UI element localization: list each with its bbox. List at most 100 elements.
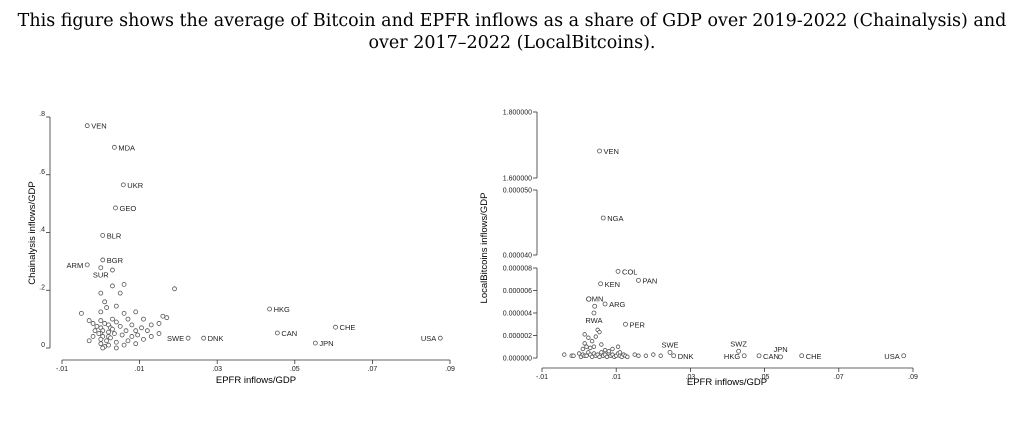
localbitcoins-scatter-chart: -.01 .01 .03 .05 .07 .09 0.000000 0.000002 0.000… xyxy=(479,110,918,389)
point-label-ven: VEN xyxy=(604,147,619,156)
scatter-point-dnk xyxy=(201,335,207,341)
scatter-point xyxy=(108,335,113,341)
scatter-point xyxy=(110,283,115,289)
point-label-can: CAN xyxy=(763,352,779,361)
point-label-arg: ARG xyxy=(609,300,625,309)
scatter-point xyxy=(164,315,170,321)
scatter-point-rwa xyxy=(591,310,597,316)
scatter-point xyxy=(110,267,115,273)
scatter-point-geo xyxy=(113,205,118,211)
right-x-tick-label: .07 xyxy=(834,374,844,381)
caption-line-1: This figure shows the average of Bitcoin… xyxy=(17,11,1007,31)
right-x-tick-label: .03 xyxy=(686,374,696,381)
scatter-point xyxy=(643,353,649,358)
right-y-tick-label: 0.000000 xyxy=(503,356,532,363)
scatter-point xyxy=(125,338,131,344)
scatter-point xyxy=(571,353,576,358)
scatter-point xyxy=(113,345,119,351)
scatter-point xyxy=(144,328,150,334)
point-label-usa: USA xyxy=(884,352,899,361)
right-x-tick-label: .05 xyxy=(760,374,770,381)
scatter-point xyxy=(589,354,595,360)
point-label-blr: BLR xyxy=(107,231,122,240)
scatter-point xyxy=(117,323,123,329)
scatter-point xyxy=(597,329,602,335)
scatter-point xyxy=(104,338,110,344)
scatter-point-can xyxy=(756,353,762,359)
scatter-point xyxy=(172,286,177,292)
point-label-jpn: JPN xyxy=(773,345,787,354)
scatter-point-jpn xyxy=(778,354,783,360)
point-label-swe: SWE xyxy=(661,340,678,349)
point-label-bgr: BGR xyxy=(107,256,124,265)
scatter-point xyxy=(98,318,104,323)
scatter-point xyxy=(599,350,604,355)
left-y-axis-label: Chainalysis inflows/GDP xyxy=(27,181,38,284)
scatter-point-jpn xyxy=(312,340,318,346)
scatter-point xyxy=(617,350,623,355)
scatter-point-che xyxy=(333,324,338,330)
scatter-point-hkg xyxy=(267,306,272,312)
scatter-point xyxy=(139,325,144,331)
right-x-tick-label: .09 xyxy=(908,374,918,381)
right-y-tick-label: 0.000006 xyxy=(503,288,532,295)
scatter-point-hkg xyxy=(741,353,747,359)
right-y-tick-label: 0.000050 xyxy=(503,188,532,195)
scatter-point-swe xyxy=(667,349,673,355)
scatter-point xyxy=(597,354,602,360)
scatter-point-col xyxy=(615,268,621,274)
scatter-point xyxy=(86,338,92,344)
point-label-swe: SWE xyxy=(167,334,184,343)
point-label-che: CHE xyxy=(806,352,822,361)
point-label-usa: USA xyxy=(421,334,436,343)
point-label-ken: KEN xyxy=(605,280,620,289)
scatter-point xyxy=(160,313,166,319)
left-y-tick-label: .8 xyxy=(39,111,45,118)
left-x-tick-label: -.01 xyxy=(56,366,68,373)
scatter-point xyxy=(562,352,567,357)
scatter-point xyxy=(148,322,154,328)
scatter-point xyxy=(121,310,127,316)
scatter-point xyxy=(98,309,104,315)
scatter-point xyxy=(636,353,641,358)
scatter-point xyxy=(102,299,108,305)
scatter-point xyxy=(582,332,587,337)
scatter-point xyxy=(92,328,98,334)
point-label-can: CAN xyxy=(281,329,297,338)
scatter-point xyxy=(593,334,598,339)
scatter-point-arm xyxy=(84,262,90,268)
scatter-point xyxy=(604,354,610,360)
scatter-point-omn xyxy=(592,303,598,309)
point-label-geo: GEO xyxy=(120,204,137,213)
left-x-tick-label: .01 xyxy=(135,366,145,373)
scatter-point xyxy=(96,331,102,336)
scatter-point xyxy=(110,326,115,332)
point-label-pan: PAN xyxy=(642,276,657,285)
scatter-point xyxy=(141,316,146,322)
scatter-point xyxy=(94,323,100,329)
left-x-axis-label: EPFR inflows/GDP xyxy=(216,375,296,386)
scatter-point xyxy=(106,342,111,348)
scatter-point-usa xyxy=(901,353,907,359)
scatter-point xyxy=(129,322,135,328)
point-label-ven: VEN xyxy=(91,122,106,131)
scatter-point xyxy=(133,341,139,347)
point-label-ukr: UKR xyxy=(127,181,143,190)
scatter-point xyxy=(121,282,127,287)
point-label-omn: OMN xyxy=(586,294,604,303)
scatter-point xyxy=(111,331,117,336)
scatter-point xyxy=(79,310,84,316)
scatter-point-mda xyxy=(111,144,117,150)
point-label-nga: NGA xyxy=(607,214,623,223)
scatter-point xyxy=(123,328,129,334)
scatter-point-ken xyxy=(598,281,604,287)
scatter-point xyxy=(98,341,104,347)
point-label-hkg: HKG xyxy=(724,352,740,361)
scatter-point xyxy=(589,338,595,344)
scatter-point-blr xyxy=(100,232,106,238)
scatter-point-arg xyxy=(602,301,608,307)
scatter-point xyxy=(133,309,139,315)
scatter-point xyxy=(625,354,630,360)
scatter-point-per xyxy=(623,321,628,327)
